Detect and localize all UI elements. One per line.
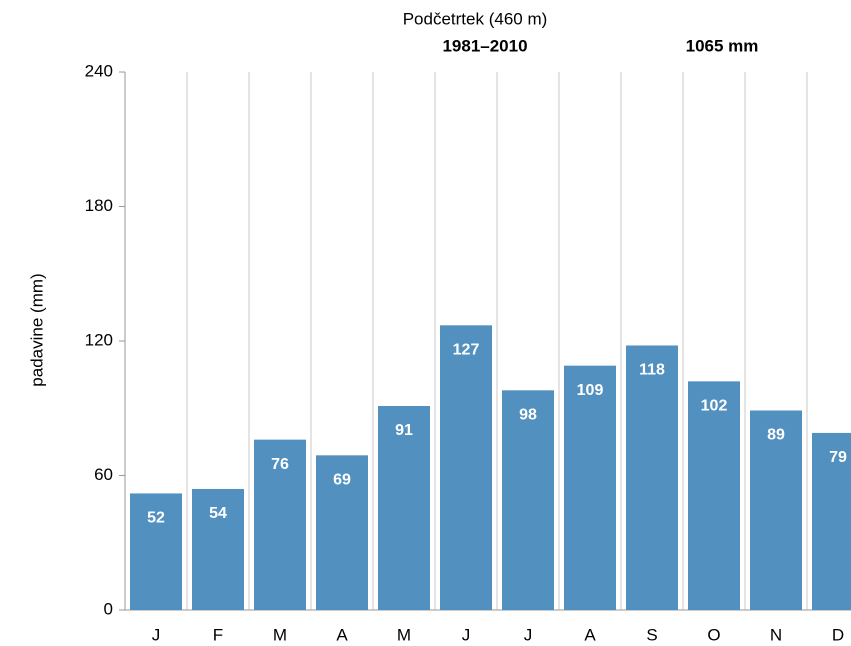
bar [440,325,492,610]
value-label: 109 [577,382,604,399]
x-tick-label: O [707,625,720,644]
value-label: 76 [271,456,289,473]
bar [502,390,554,610]
value-label: 98 [519,407,537,424]
x-tick-label: D [832,625,844,644]
bar [626,345,678,610]
y-tick-label: 0 [104,599,113,618]
value-label: 79 [829,449,847,466]
y-tick-label: 120 [85,330,113,349]
x-tick-label: M [397,625,411,644]
bar [254,439,306,610]
value-label: 54 [209,505,227,522]
value-label: 118 [639,362,665,379]
value-label: 127 [453,342,480,359]
y-tick-label: 180 [85,196,113,215]
y-tick-label: 60 [94,465,113,484]
bar [378,406,430,610]
chart-title: Podčetrtek (460 m) [403,9,548,28]
value-label: 52 [147,510,165,527]
x-tick-label: J [152,625,161,644]
period: 1981–2010 [442,36,527,55]
bar [316,455,368,610]
value-label: 69 [333,472,351,489]
y-tick-label: 240 [85,61,113,80]
bar [564,365,616,610]
x-tick-label: F [213,625,223,644]
bar [192,488,244,610]
bar [750,410,802,610]
value-label: 89 [767,427,785,444]
x-tick-label: S [646,625,657,644]
x-tick-label: N [770,625,782,644]
y-axis-label: padavine (mm) [27,273,46,386]
bar [688,381,740,610]
x-tick-label: J [462,625,471,644]
bar [130,493,182,610]
x-tick-label: A [584,625,596,644]
x-tick-label: J [524,625,533,644]
bar [812,432,851,610]
value-label: 102 [701,398,728,415]
x-tick-label: A [336,625,348,644]
total: 1065 mm [686,36,759,55]
value-label: 91 [395,422,413,439]
x-tick-label: M [273,625,287,644]
